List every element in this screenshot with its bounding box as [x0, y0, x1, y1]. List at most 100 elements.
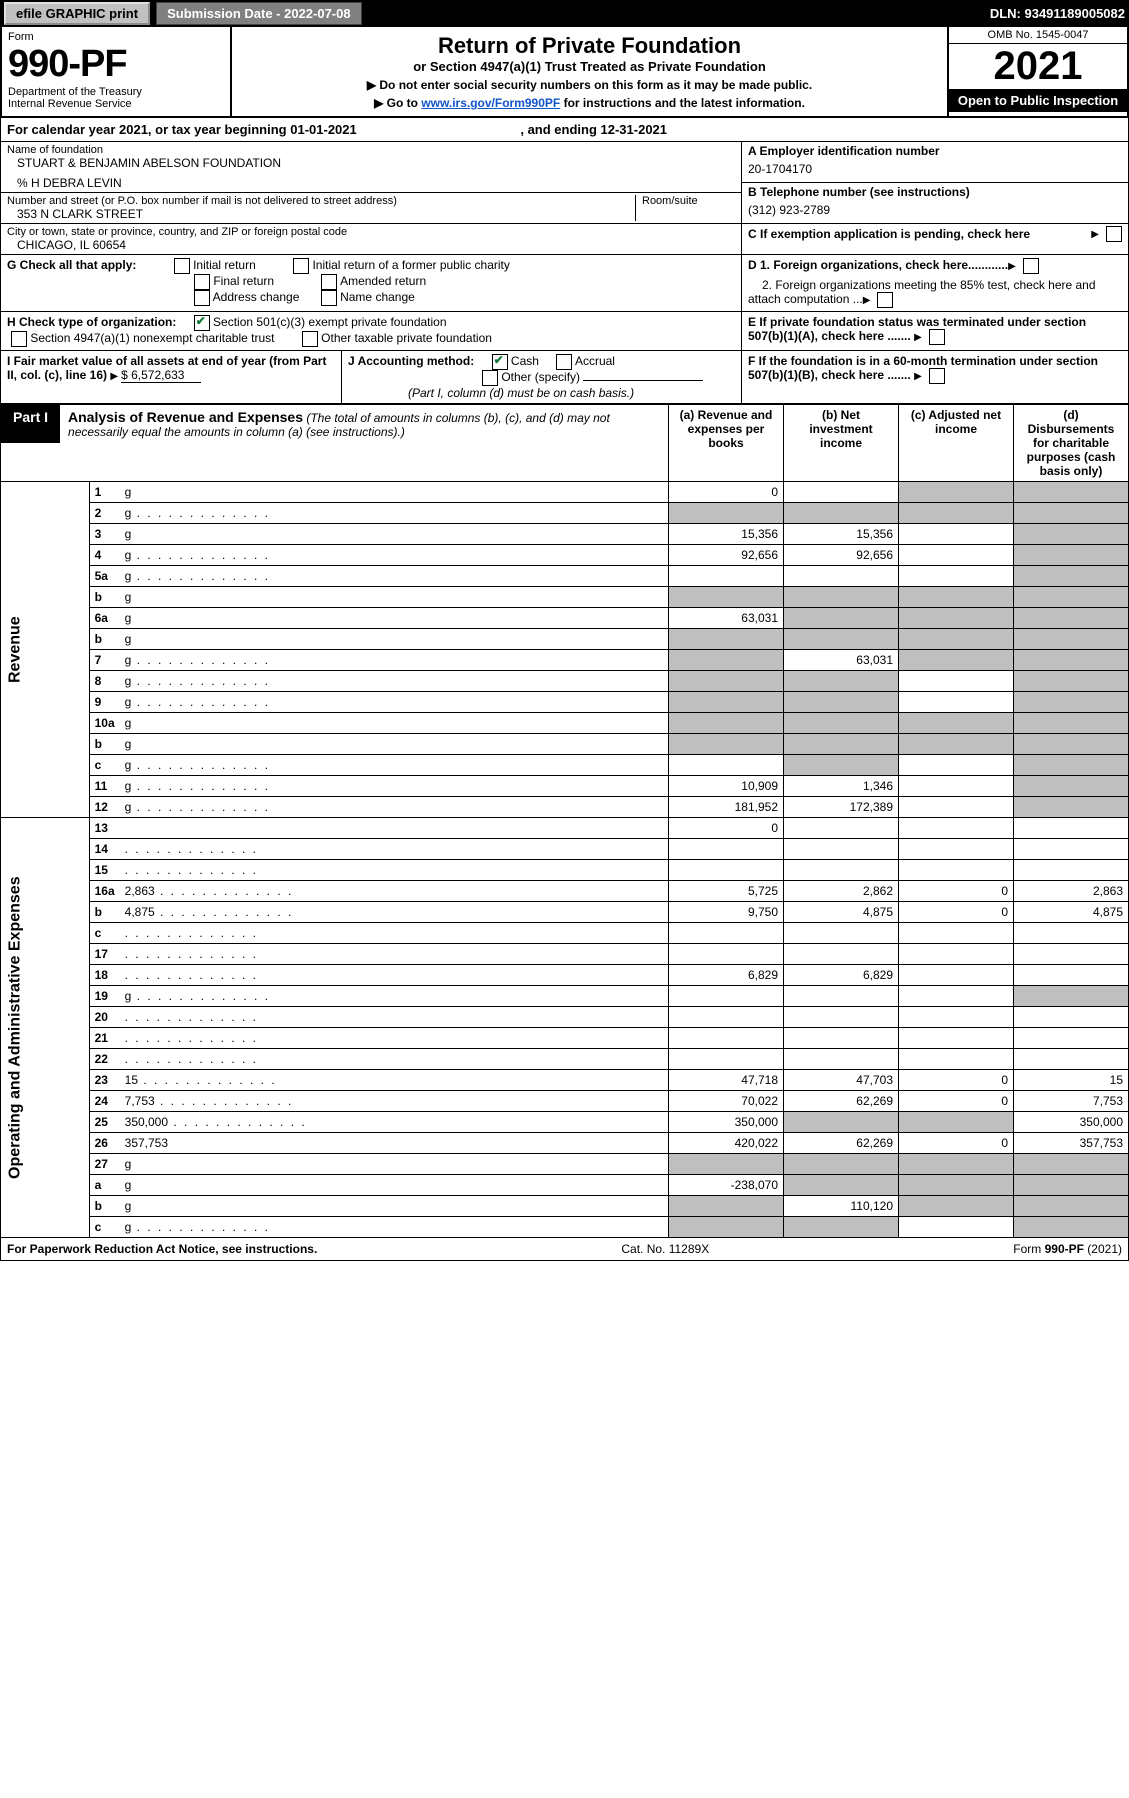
line-number: 2 [89, 503, 120, 524]
h-label: H Check type of organization: [7, 315, 176, 329]
cell-c [899, 1217, 1014, 1238]
form-label: Form [8, 31, 224, 43]
g-initial-return[interactable] [174, 258, 190, 274]
line-description [120, 923, 669, 944]
f-checkbox[interactable] [929, 368, 945, 384]
phone-label: B Telephone number (see instructions) [748, 185, 1122, 199]
cell-a [669, 986, 784, 1007]
footer-left: For Paperwork Reduction Act Notice, see … [7, 1242, 317, 1256]
line-number: 9 [89, 692, 120, 713]
h-501c3-checkbox[interactable] [194, 315, 210, 331]
line-description: g [120, 1175, 669, 1196]
cell-a: 9,750 [669, 902, 784, 923]
cell-d [1014, 566, 1129, 587]
cell-b: 63,031 [784, 650, 899, 671]
table-row: 17 [1, 944, 1129, 965]
g-amended-return[interactable] [321, 274, 337, 290]
j-accrual: Accrual [575, 354, 615, 368]
d2-checkbox[interactable] [877, 292, 893, 308]
line-number: 22 [89, 1049, 120, 1070]
line-number: 18 [89, 965, 120, 986]
cell-b [784, 629, 899, 650]
line-description: g [120, 650, 669, 671]
line-number: b [89, 1196, 120, 1217]
j-cash-checkbox[interactable] [492, 354, 508, 370]
entity-left: Name of foundation STUART & BENJAMIN ABE… [1, 142, 741, 254]
cell-a: 63,031 [669, 608, 784, 629]
city-state-zip: CHICAGO, IL 60654 [7, 238, 735, 252]
tax-year: 2021 [949, 44, 1127, 89]
ein-value: 20-1704170 [748, 158, 1122, 180]
cell-b [784, 692, 899, 713]
d-section: D 1. Foreign organizations, check here..… [741, 255, 1128, 311]
cell-a [669, 1007, 784, 1028]
line-description: g [120, 629, 669, 650]
cell-b [784, 1112, 899, 1133]
j-other-checkbox[interactable] [482, 370, 498, 386]
i-j-f-row: I Fair market value of all assets at end… [0, 351, 1129, 404]
cell-c [899, 923, 1014, 944]
cell-d [1014, 524, 1129, 545]
line-description [120, 860, 669, 881]
g-name-change[interactable] [321, 290, 337, 306]
line-number: 26 [89, 1133, 120, 1154]
table-row: Revenue1g0 [1, 482, 1129, 503]
line-number: 25 [89, 1112, 120, 1133]
efile-print-button[interactable]: efile GRAPHIC print [4, 2, 150, 25]
exemption-pending-row: C If exemption application is pending, c… [742, 224, 1128, 244]
line-number: 8 [89, 671, 120, 692]
expenses-side-label: Operating and Administrative Expenses [1, 818, 90, 1238]
cell-b: 15,356 [784, 524, 899, 545]
d1-checkbox[interactable] [1023, 258, 1039, 274]
table-row: 25350,000350,000350,000 [1, 1112, 1129, 1133]
line-number: 10a [89, 713, 120, 734]
cell-d [1014, 482, 1129, 503]
care-of: % H DEBRA LEVIN [7, 176, 735, 190]
col-a-header: (a) Revenue and expenses per books [669, 405, 784, 482]
cell-b [784, 1154, 899, 1175]
calendar-year-row: For calendar year 2021, or tax year begi… [0, 118, 1129, 142]
cell-a [669, 503, 784, 524]
form990pf-link[interactable]: www.irs.gov/Form990PF [421, 96, 560, 110]
line-description: g [120, 524, 669, 545]
table-row: 12g181,952172,389 [1, 797, 1129, 818]
cell-b [784, 1028, 899, 1049]
e-checkbox[interactable] [929, 329, 945, 345]
cell-c [899, 986, 1014, 1007]
c-checkbox[interactable] [1106, 226, 1122, 242]
line-description: 2,863 [120, 881, 669, 902]
g-opt-4: Amended return [340, 274, 426, 288]
submission-date: Submission Date - 2022-07-08 [156, 2, 362, 25]
table-row: b4,8759,7504,87504,875 [1, 902, 1129, 923]
cell-c [899, 734, 1014, 755]
cell-c [899, 1112, 1014, 1133]
line-number: c [89, 755, 120, 776]
cell-b [784, 734, 899, 755]
g-address-change[interactable] [194, 290, 210, 306]
line-description: g [120, 608, 669, 629]
header-right: OMB No. 1545-0047 2021 Open to Public In… [947, 27, 1127, 116]
cell-d [1014, 1196, 1129, 1217]
cell-d [1014, 923, 1129, 944]
cell-a [669, 1049, 784, 1070]
cell-c [899, 650, 1014, 671]
note-goto: ▶ Go to www.irs.gov/Form990PF for instru… [238, 96, 941, 110]
line-description: g [120, 1217, 669, 1238]
g-initial-former[interactable] [293, 258, 309, 274]
table-row: 21 [1, 1028, 1129, 1049]
part1-desc: Analysis of Revenue and Expenses (The to… [60, 405, 668, 443]
h-4947-checkbox[interactable] [11, 331, 27, 347]
h-other-checkbox[interactable] [302, 331, 318, 347]
cell-c [899, 1196, 1014, 1217]
city-label: City or town, state or province, country… [7, 226, 735, 238]
g-final-return[interactable] [194, 274, 210, 290]
table-row: 186,8296,829 [1, 965, 1129, 986]
entity-right: A Employer identification number 20-1704… [741, 142, 1128, 254]
line-description: g [120, 545, 669, 566]
cell-d: 2,863 [1014, 881, 1129, 902]
j-accrual-checkbox[interactable] [556, 354, 572, 370]
calyear-mid: , and ending [517, 122, 601, 137]
table-row: 14 [1, 839, 1129, 860]
table-row: 15 [1, 860, 1129, 881]
cell-d [1014, 1028, 1129, 1049]
